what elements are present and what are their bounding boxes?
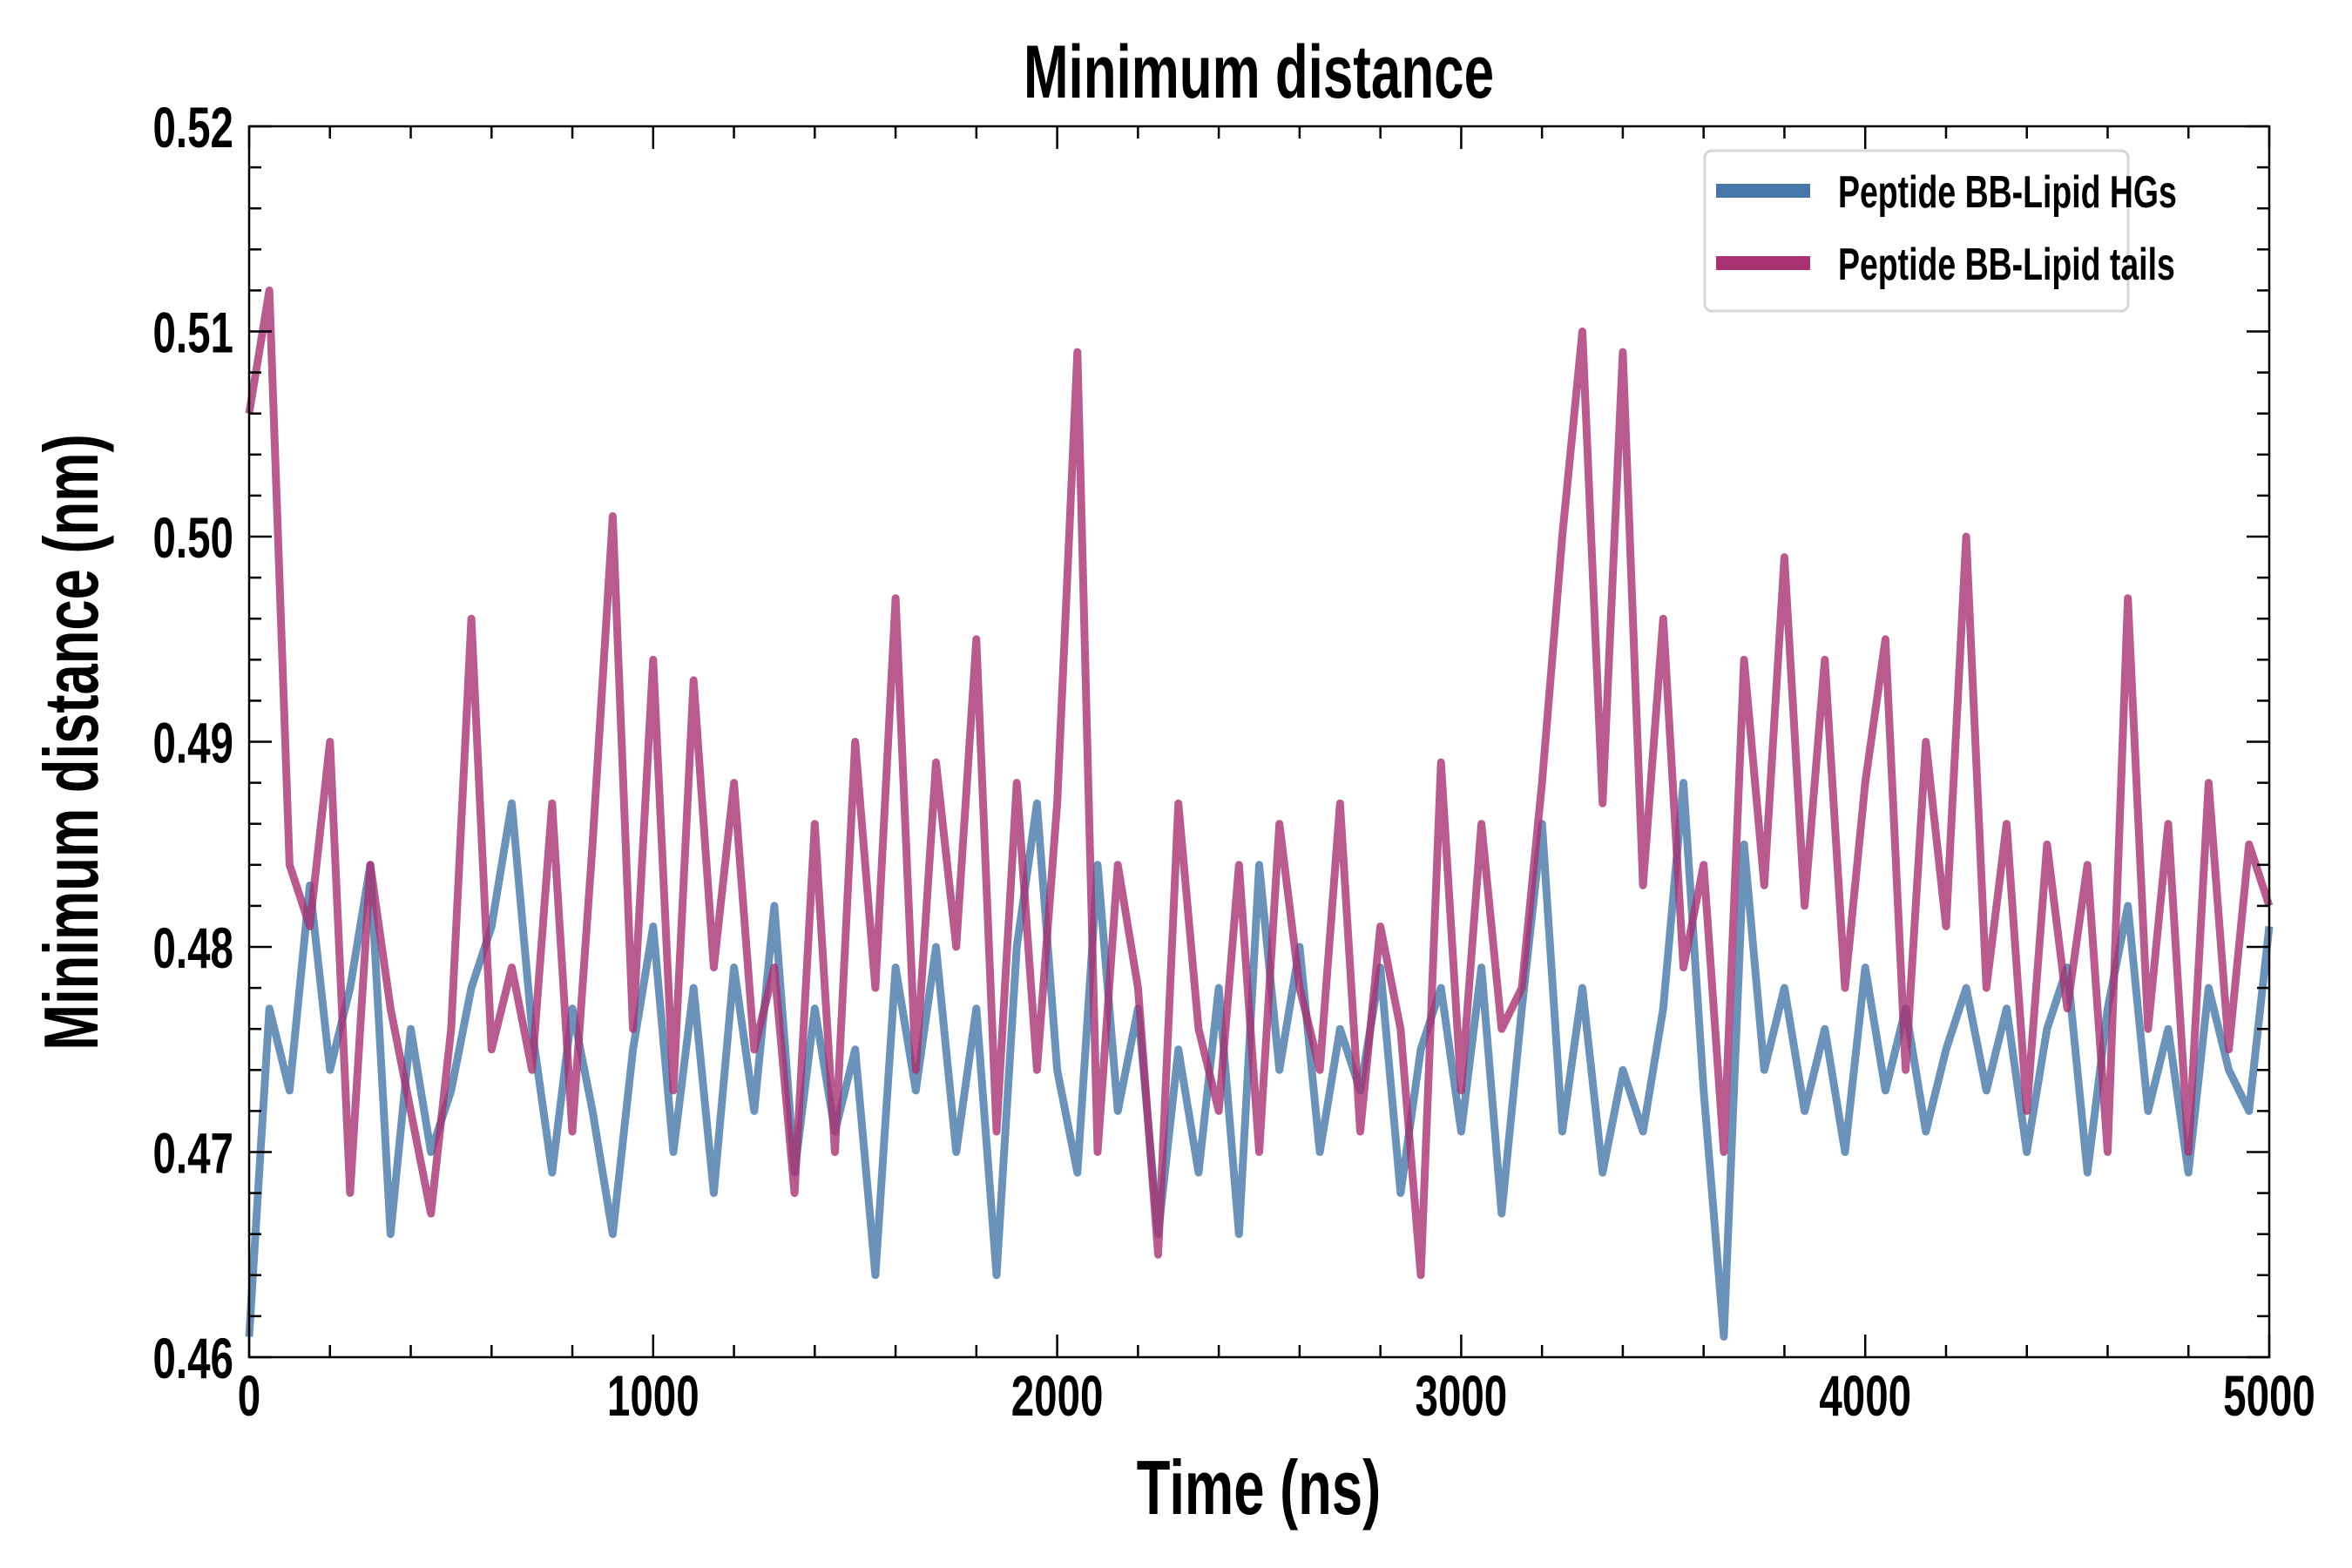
x-tick-label: 2000 xyxy=(1011,1364,1104,1428)
series-line-1 xyxy=(245,286,2274,1280)
y-tick-label: 0.50 xyxy=(153,506,233,570)
tick-layer xyxy=(247,125,2271,1359)
legend-frame xyxy=(1703,149,2130,313)
y-tick-label: 0.49 xyxy=(153,712,233,775)
plot-frame xyxy=(247,125,2271,1359)
x-tick-label: 0 xyxy=(238,1364,260,1428)
x-tick-label: 3000 xyxy=(1416,1364,1508,1428)
x-tick-labels: 0 1000 2000 3000 4000 5000 xyxy=(238,1364,2315,1428)
x-tick-label: 5000 xyxy=(2223,1364,2315,1428)
chart-title: Minimum distance xyxy=(1024,30,1494,113)
x-axis-label: Time (ns) xyxy=(1137,1446,1381,1531)
legend-label-hgs: Peptide BB-Lipid HGs xyxy=(1838,166,2177,218)
legend-label-tails: Peptide BB-Lipid tails xyxy=(1838,239,2175,290)
legend: Peptide BB-Lipid HGs Peptide BB-Lipid ta… xyxy=(1703,149,2177,313)
series-line-0 xyxy=(245,779,2274,1341)
x-tick-label: 1000 xyxy=(607,1364,700,1428)
y-tick-label: 0.47 xyxy=(153,1122,233,1186)
series-layer xyxy=(245,286,2274,1341)
y-tick-labels: 0.46 0.47 0.48 0.49 0.50 0.51 0.52 xyxy=(153,96,233,1390)
y-tick-label: 0.48 xyxy=(153,916,233,980)
y-tick-label: 0.46 xyxy=(153,1327,233,1390)
y-tick-label: 0.51 xyxy=(153,301,233,365)
y-tick-label: 0.52 xyxy=(153,96,233,159)
x-tick-label: 4000 xyxy=(1819,1364,1911,1428)
y-axis-label: Minimum distance (nm) xyxy=(30,434,115,1050)
